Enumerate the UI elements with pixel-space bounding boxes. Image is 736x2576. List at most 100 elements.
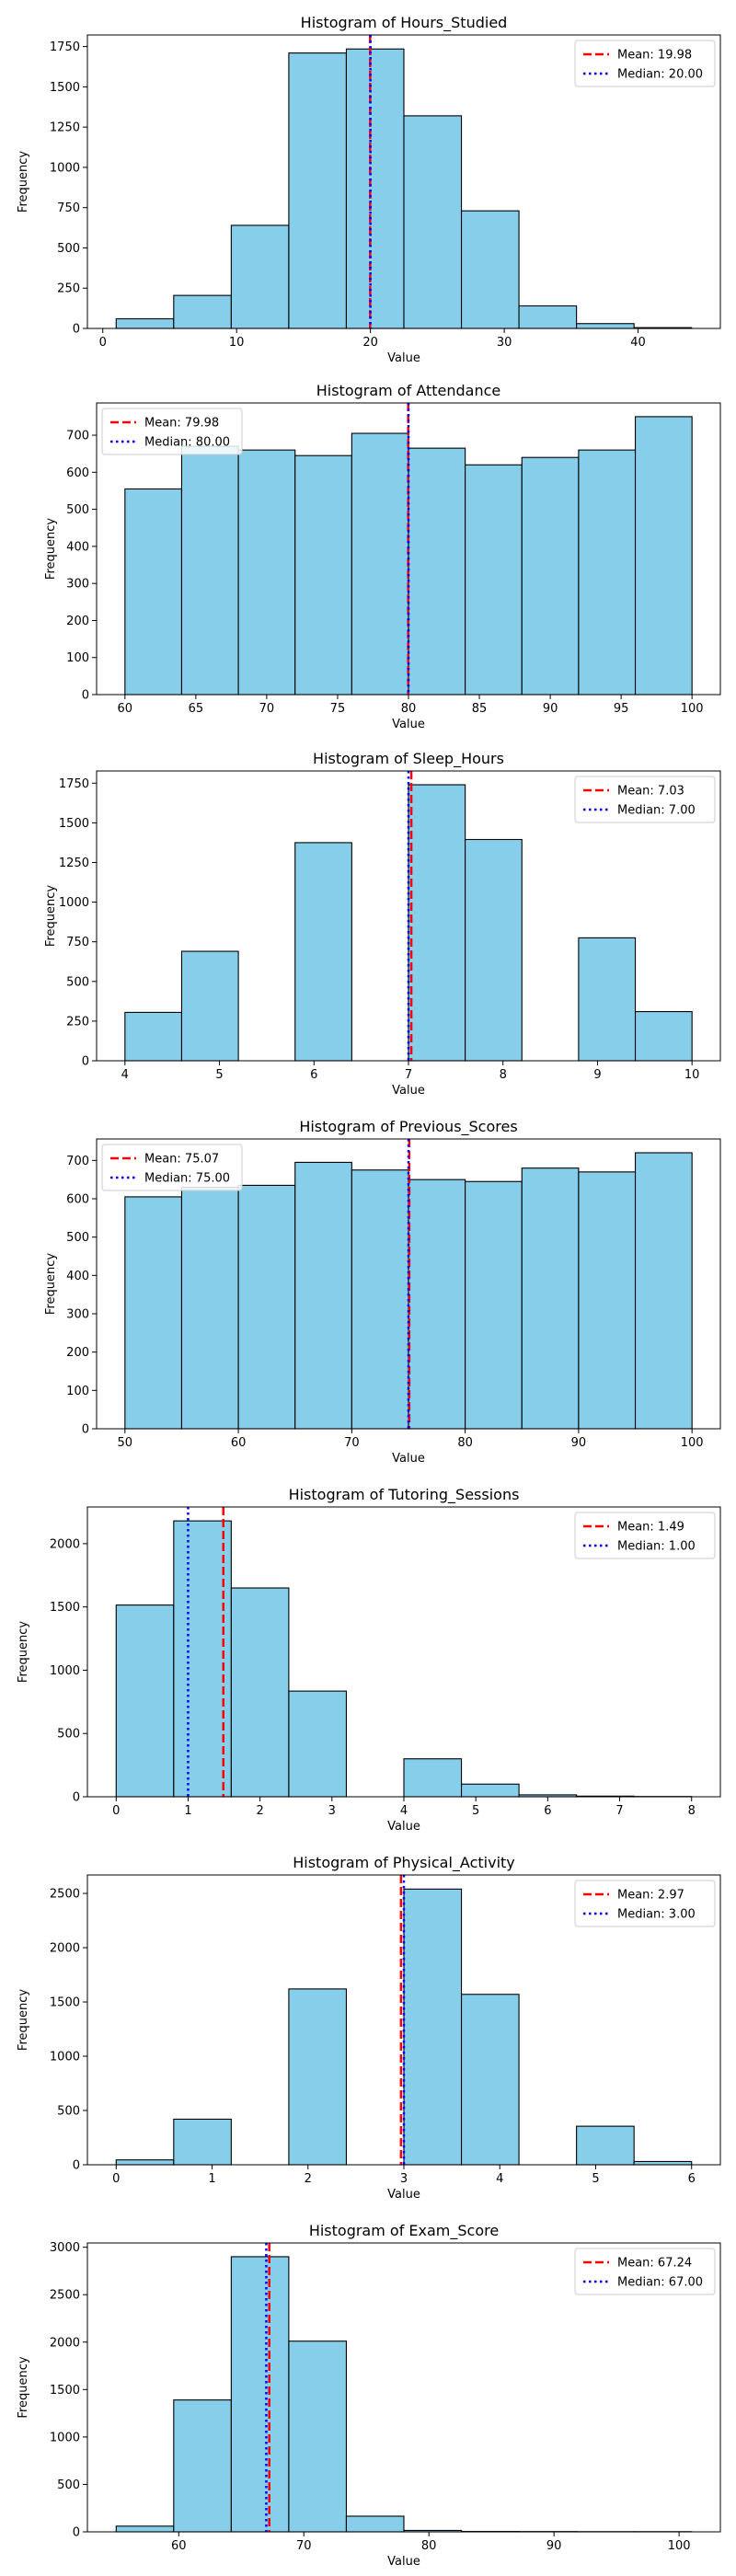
legend: Mean: 2.97 Median: 3.00 bbox=[574, 1880, 716, 1927]
legend-box bbox=[101, 408, 243, 455]
y-tick-label: 2500 bbox=[50, 2289, 80, 2303]
x-tick-label: 3 bbox=[400, 2172, 408, 2186]
x-tick-label: 6 bbox=[310, 1068, 317, 1082]
x-tick-label: 65 bbox=[189, 702, 204, 716]
y-tick-label: 1500 bbox=[50, 1601, 80, 1615]
y-tick-label: 300 bbox=[66, 1308, 89, 1322]
legend-box bbox=[574, 1880, 716, 1927]
x-tick-label: 30 bbox=[497, 336, 512, 350]
y-tick-label: 3000 bbox=[50, 2241, 80, 2255]
x-tick-label: 20 bbox=[362, 336, 378, 350]
histogram-bar bbox=[115, 1604, 175, 1798]
y-axis-label: Frequency bbox=[17, 1989, 30, 2051]
x-axis: 4 5 6 7 8 9 10 bbox=[121, 1061, 699, 1082]
y-tick-label: 500 bbox=[57, 1728, 80, 1742]
x-tick-label: 60 bbox=[118, 702, 133, 716]
histogram-bars bbox=[124, 416, 693, 696]
x-axis-label: Value bbox=[392, 1084, 425, 1098]
legend: Mean: 7.03 Median: 7.00 bbox=[574, 776, 716, 823]
histogram-bar bbox=[180, 1186, 239, 1430]
histogram-bar bbox=[124, 488, 183, 696]
x-tick-label: 2 bbox=[305, 2172, 312, 2186]
x-tick-label: 5 bbox=[472, 1804, 479, 1818]
legend-median-label: Median: 3.00 bbox=[617, 1908, 696, 1922]
histogram-bar bbox=[180, 445, 239, 696]
legend-box bbox=[574, 776, 716, 823]
x-tick-label: 70 bbox=[259, 702, 275, 716]
histogram-bar bbox=[124, 1011, 183, 1062]
x-tick-label: 6 bbox=[688, 2172, 696, 2186]
histogram-bar bbox=[294, 454, 352, 696]
y-tick-label: 0 bbox=[73, 2159, 80, 2173]
x-tick-label: 0 bbox=[99, 336, 107, 350]
x-axis: 0 1 2 3 4 5 6 bbox=[112, 2165, 696, 2186]
legend: Mean: 79.98 Median: 80.00 bbox=[101, 408, 243, 455]
y-tick-label: 0 bbox=[82, 1055, 89, 1069]
histogram-panel-7: Histogram of Exam_Score 60 70 80 90 100 Value 0… bbox=[17, 2222, 721, 2569]
histogram-bars bbox=[115, 2256, 693, 2533]
histogram-bars bbox=[115, 1520, 693, 1798]
x-tick-label: 8 bbox=[500, 1068, 507, 1082]
histogram-bar bbox=[460, 1994, 520, 2166]
y-tick-label: 250 bbox=[57, 282, 80, 296]
histogram-bar bbox=[578, 1171, 637, 1430]
histogram-bar bbox=[173, 2118, 232, 2166]
y-tick-label: 200 bbox=[66, 615, 89, 628]
y-tick-label: 1000 bbox=[50, 2431, 80, 2444]
x-tick-label: 4 bbox=[496, 2172, 503, 2186]
legend-median-label: Median: 20.00 bbox=[617, 68, 703, 82]
x-tick-label: 70 bbox=[296, 2539, 312, 2553]
y-tick-label: 1500 bbox=[50, 81, 80, 95]
x-tick-label: 80 bbox=[401, 702, 417, 716]
y-axis: 0 500 1000 1500 2000 bbox=[50, 1537, 87, 1805]
chart-title: Histogram of Attendance bbox=[316, 382, 501, 399]
chart-title: Histogram of Sleep_Hours bbox=[313, 750, 504, 768]
histogram-bar bbox=[578, 937, 637, 1062]
y-tick-label: 0 bbox=[73, 2526, 80, 2540]
histogram-bar bbox=[408, 447, 466, 696]
chart-title: Histogram of Previous_Scores bbox=[299, 1118, 517, 1136]
legend-mean-label: Mean: 1.49 bbox=[617, 1521, 684, 1535]
y-tick-label: 1250 bbox=[50, 121, 80, 135]
legend-median-label: Median: 67.00 bbox=[617, 2276, 703, 2290]
x-axis-label: Value bbox=[387, 2555, 420, 2569]
legend-mean-label: Mean: 75.07 bbox=[144, 1153, 219, 1167]
y-axis: 0 100 200 300 400 500 600 700 bbox=[66, 430, 97, 703]
x-tick-label: 4 bbox=[121, 1068, 129, 1082]
y-tick-label: 1500 bbox=[50, 1996, 80, 2010]
y-tick-label: 200 bbox=[66, 1346, 89, 1360]
histogram-bars bbox=[115, 48, 693, 329]
legend-mean-label: Mean: 67.24 bbox=[617, 2257, 692, 2271]
histogram-bar bbox=[634, 1152, 693, 1430]
histogram-bar bbox=[460, 1783, 520, 1798]
x-axis-label: Value bbox=[387, 2188, 420, 2202]
histogram-bars bbox=[124, 1152, 693, 1430]
y-axis-label: Frequency bbox=[44, 518, 58, 580]
y-tick-label: 2500 bbox=[50, 1888, 80, 1902]
y-tick-label: 2000 bbox=[50, 2336, 80, 2350]
y-axis: 0 100 200 300 400 500 600 700 bbox=[66, 1155, 97, 1437]
chart-title: Histogram of Physical_Activity bbox=[293, 1854, 515, 1872]
histogram-panel-4: Histogram of Previous_Scores 50 60 70 80 90 10… bbox=[44, 1118, 721, 1466]
x-axis-label: Value bbox=[392, 718, 425, 731]
histogram-bar bbox=[351, 432, 409, 696]
legend-median-label: Median: 80.00 bbox=[144, 436, 230, 450]
x-tick-label: 1 bbox=[184, 1804, 191, 1818]
histogram-bars bbox=[124, 784, 693, 1062]
chart-title: Histogram of Tutoring_Sessions bbox=[289, 1486, 520, 1504]
histogram-bar bbox=[294, 842, 352, 1062]
histogram-bar bbox=[465, 464, 523, 696]
x-tick-label: 100 bbox=[681, 1436, 704, 1450]
y-tick-label: 1750 bbox=[50, 40, 80, 54]
y-tick-label: 400 bbox=[66, 540, 89, 554]
x-tick-label: 60 bbox=[231, 1436, 247, 1450]
y-tick-label: 700 bbox=[66, 1155, 89, 1168]
histogram-bar bbox=[465, 1180, 523, 1430]
histogram-bars bbox=[115, 1888, 693, 2166]
histogram-bar bbox=[465, 838, 523, 1062]
histogram-bar bbox=[288, 1690, 348, 1798]
x-tick-label: 0 bbox=[112, 2172, 120, 2186]
y-axis-label: Frequency bbox=[17, 151, 30, 213]
x-tick-label: 85 bbox=[472, 702, 488, 716]
